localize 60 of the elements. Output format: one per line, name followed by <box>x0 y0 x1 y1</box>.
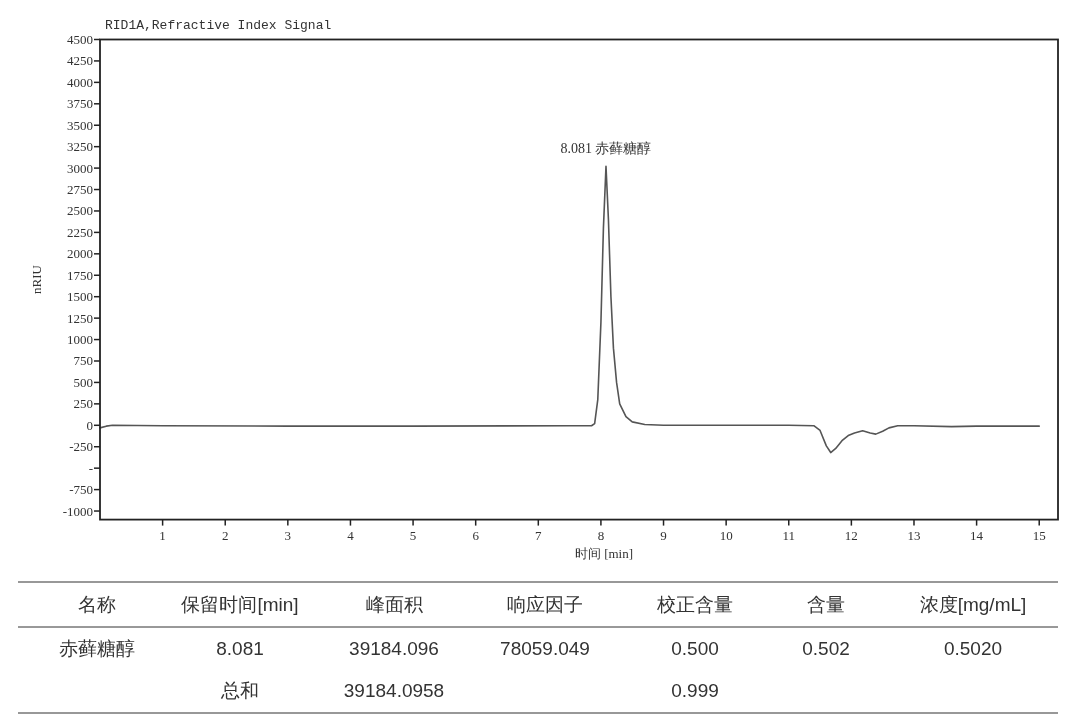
y-tick-label: 2500 <box>67 203 93 219</box>
y-tick-label: 1000 <box>67 332 93 348</box>
y-tick-label: - <box>88 460 93 476</box>
x-tick-label: 14 <box>970 527 984 543</box>
y-tick-label: -750 <box>69 482 93 498</box>
text: 总和 <box>221 680 259 701</box>
y-tick-label: 250 <box>73 396 93 412</box>
text: 8.081 <box>216 638 264 659</box>
text: 0.500 <box>671 638 719 659</box>
x-tick-label: 11 <box>782 527 796 543</box>
y-tick-label: 4250 <box>67 53 93 69</box>
category-label: 浓度[mg/mL] <box>919 594 1027 615</box>
x-tick-label: 3 <box>284 527 292 543</box>
y-axis-title: nRIU <box>29 264 44 294</box>
y-tick-label: 3750 <box>67 96 93 112</box>
x-tick-label: 2 <box>221 527 229 543</box>
category-label: 峰面积 <box>365 594 423 615</box>
y-tick-label: 0 <box>86 417 93 433</box>
x-tick-label: 13 <box>907 527 921 543</box>
x-tick-label: 5 <box>409 527 417 543</box>
category-label: 名称 <box>78 594 116 615</box>
y-tick-label: 500 <box>73 374 93 390</box>
text: 39184.0958 <box>343 680 445 701</box>
x-tick-label: 7 <box>535 527 543 543</box>
x-tick-label: 8 <box>597 527 605 543</box>
y-tick-label: 1750 <box>67 267 93 283</box>
y-tick-label: 3250 <box>67 139 93 155</box>
y-tick-label: 3000 <box>67 160 93 176</box>
category-label: 校正含量 <box>656 594 733 615</box>
annotation: 8.081 赤藓糖醇 <box>560 141 652 157</box>
x-axis-title: 时间 [min] <box>574 545 634 561</box>
text: 0.5020 <box>943 638 1003 659</box>
text: 0.502 <box>802 638 850 659</box>
category-label: 响应因子 <box>507 594 583 615</box>
x-tick-label: 6 <box>472 527 480 543</box>
y-tick-label: -250 <box>69 439 93 455</box>
x-tick-label: 15 <box>1032 527 1046 543</box>
text: 39184.096 <box>349 638 439 659</box>
y-tick-label: 4500 <box>67 32 93 47</box>
y-tick-label: 1500 <box>67 289 93 305</box>
line-series <box>99 165 1041 454</box>
y-tick-label: 2000 <box>67 246 93 262</box>
y-tick-label: 750 <box>73 353 93 369</box>
text: 0.999 <box>671 680 719 701</box>
y-tick-label: 1250 <box>67 310 93 326</box>
category-label: 含量 <box>807 594 845 615</box>
y-tick-label: 2750 <box>67 182 93 198</box>
x-tick-label: 10 <box>719 527 733 543</box>
y-tick-label: 2250 <box>67 224 93 240</box>
text: 赤藓糖醇 <box>59 638 135 659</box>
x-tick-label: 1 <box>159 527 166 543</box>
y-tick-label: 4000 <box>67 74 93 90</box>
x-tick-label: 12 <box>844 527 858 543</box>
chart-title: RID1A,Refractive Index Signal <box>105 18 332 33</box>
text: 78059.049 <box>500 638 590 659</box>
y-tick-label: -1000 <box>62 503 93 519</box>
y-tick-label: 3500 <box>67 117 93 133</box>
x-tick-label: 4 <box>347 527 355 543</box>
x-tick-label: 9 <box>660 527 667 543</box>
category-label: 保留时间[min] <box>181 594 299 615</box>
